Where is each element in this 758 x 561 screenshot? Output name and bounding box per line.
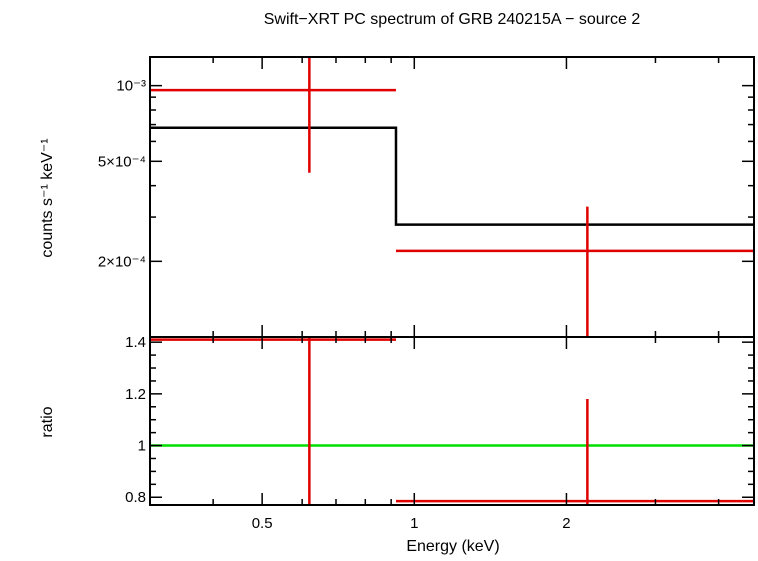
ratio-y-tick-label-2: 1.2: [125, 386, 146, 403]
chart-title: Swift−XRT PC spectrum of GRB 240215A − s…: [264, 11, 641, 28]
x-tick-label-0: 0.5: [252, 515, 273, 532]
x-tick-label-2: 2: [562, 515, 570, 532]
spectrum-y-tick-label-0: 10⁻³: [116, 78, 146, 95]
y-axis-label-ratio: ratio: [39, 406, 56, 437]
chart-marks: [150, 57, 754, 505]
model-step-line: [150, 126, 754, 226]
spectrum-y-tick-label-2: 2×10⁻⁴: [98, 253, 146, 270]
x-axis-label: Energy (keV): [406, 538, 499, 555]
y-axis-label-spectrum: counts s⁻¹ keV⁻¹: [39, 138, 56, 257]
chart-axes: 10⁻³ 5×10⁻⁴ 2×10⁻⁴ 0.8 1 1.2 1.4 0.5 1 2: [98, 56, 755, 532]
spectrum-y-tick-label-1: 5×10⁻⁴: [98, 153, 146, 170]
spectrum-frame: [149, 56, 755, 338]
ratio-frame: [149, 336, 755, 506]
ratio-y-tick-label-1: 1: [138, 438, 146, 455]
x-tick-label-1: 1: [410, 515, 418, 532]
ratio-y-tick-label-0: 0.8: [125, 489, 146, 506]
ratio-y-tick-label-3: 1.4: [125, 334, 146, 351]
